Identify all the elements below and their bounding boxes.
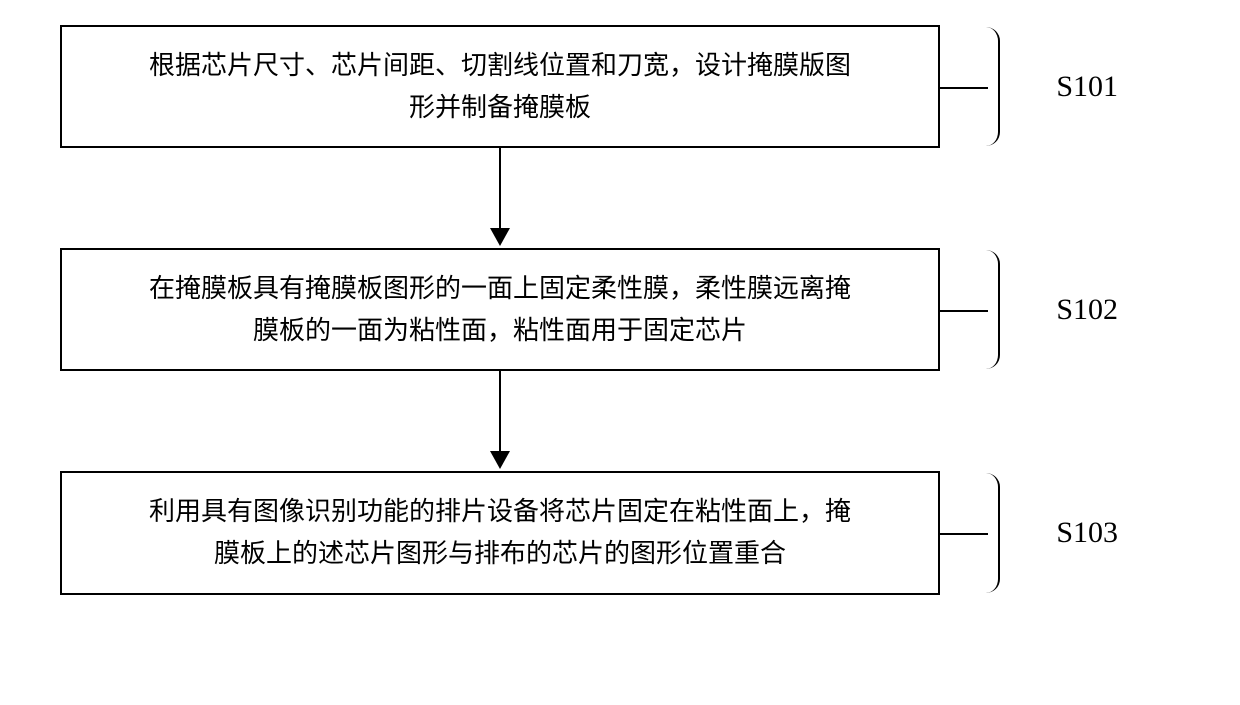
- connector-line: [938, 87, 988, 89]
- flow-step-2-text-line2: 膜板的一面为粘性面，粘性面用于固定芯片: [253, 310, 747, 352]
- flow-step-3-text-line1: 利用具有图像识别功能的排片设备将芯片固定在粘性面上，掩: [149, 491, 851, 533]
- flow-step-2: 在掩膜板具有掩膜板图形的一面上固定柔性膜，柔性膜远离掩 膜板的一面为粘性面，粘性…: [60, 248, 940, 371]
- flow-step-2-label: S102: [1056, 293, 1118, 327]
- connector-line: [938, 310, 988, 312]
- connector-curve: [986, 533, 1000, 593]
- flowchart-container: 根据芯片尺寸、芯片间距、切割线位置和刀宽，设计掩膜版图 形并制备掩膜板 S101…: [60, 25, 1180, 595]
- arrow-2: [60, 371, 940, 471]
- arrow-line: [499, 371, 501, 456]
- connector-curve: [986, 87, 1000, 147]
- arrow-1: [60, 148, 940, 248]
- flow-step-3: 利用具有图像识别功能的排片设备将芯片固定在粘性面上，掩 膜板上的述芯片图形与排布…: [60, 471, 940, 594]
- arrow-head-icon: [490, 228, 510, 246]
- arrow-line: [499, 148, 501, 233]
- connector-curve: [986, 250, 1000, 310]
- flow-step-1-text-line2: 形并制备掩膜板: [409, 87, 591, 129]
- flow-step-1-text-line1: 根据芯片尺寸、芯片间距、切割线位置和刀宽，设计掩膜版图: [149, 45, 851, 87]
- arrow-head-icon: [490, 451, 510, 469]
- connector-curve: [986, 27, 1000, 87]
- flow-step-3-label: S103: [1056, 516, 1118, 550]
- flow-step-1: 根据芯片尺寸、芯片间距、切割线位置和刀宽，设计掩膜版图 形并制备掩膜板 S101: [60, 25, 940, 148]
- flow-step-1-label: S101: [1056, 70, 1118, 104]
- connector-curve: [986, 310, 1000, 370]
- flow-step-3-text-line2: 膜板上的述芯片图形与排布的芯片的图形位置重合: [214, 533, 786, 575]
- connector-curve: [986, 473, 1000, 533]
- connector-line: [938, 533, 988, 535]
- flow-step-2-text-line1: 在掩膜板具有掩膜板图形的一面上固定柔性膜，柔性膜远离掩: [149, 268, 851, 310]
